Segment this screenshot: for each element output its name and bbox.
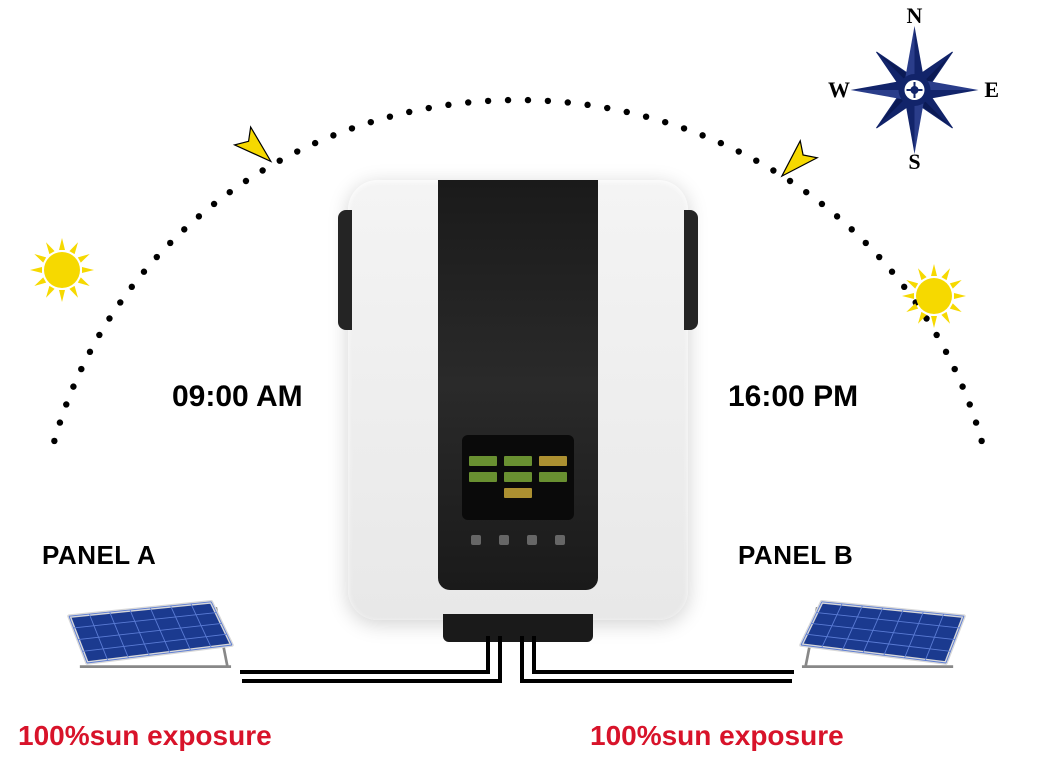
inverter-lcd-screen [462, 435, 574, 520]
solar-panel-b [790, 600, 975, 672]
sun-icon-afternoon [899, 261, 969, 331]
compass-w: W [828, 77, 850, 103]
panel-a-label: PANEL A [42, 540, 156, 571]
time-label-afternoon: 16:00 PM [728, 380, 858, 414]
panel-b-label: PANEL B [738, 540, 853, 571]
sun-icon-morning [27, 235, 97, 305]
exposure-label-b: 100%sun exposure [590, 720, 844, 752]
inverter-buttons [462, 535, 574, 557]
exposure-label-a: 100%sun exposure [18, 720, 272, 752]
compass-rose: N S E W [832, 5, 997, 175]
solar-panel-a [58, 600, 243, 672]
solar-inverter-device [348, 180, 688, 620]
inverter-front-panel [438, 180, 598, 590]
compass-n: N [907, 3, 923, 29]
compass-e: E [984, 77, 999, 103]
time-label-morning: 09:00 AM [172, 380, 303, 414]
compass-s: S [908, 149, 920, 175]
diagram-canvas: N S E W 09:00 AM 16:00 PM [0, 0, 1037, 766]
